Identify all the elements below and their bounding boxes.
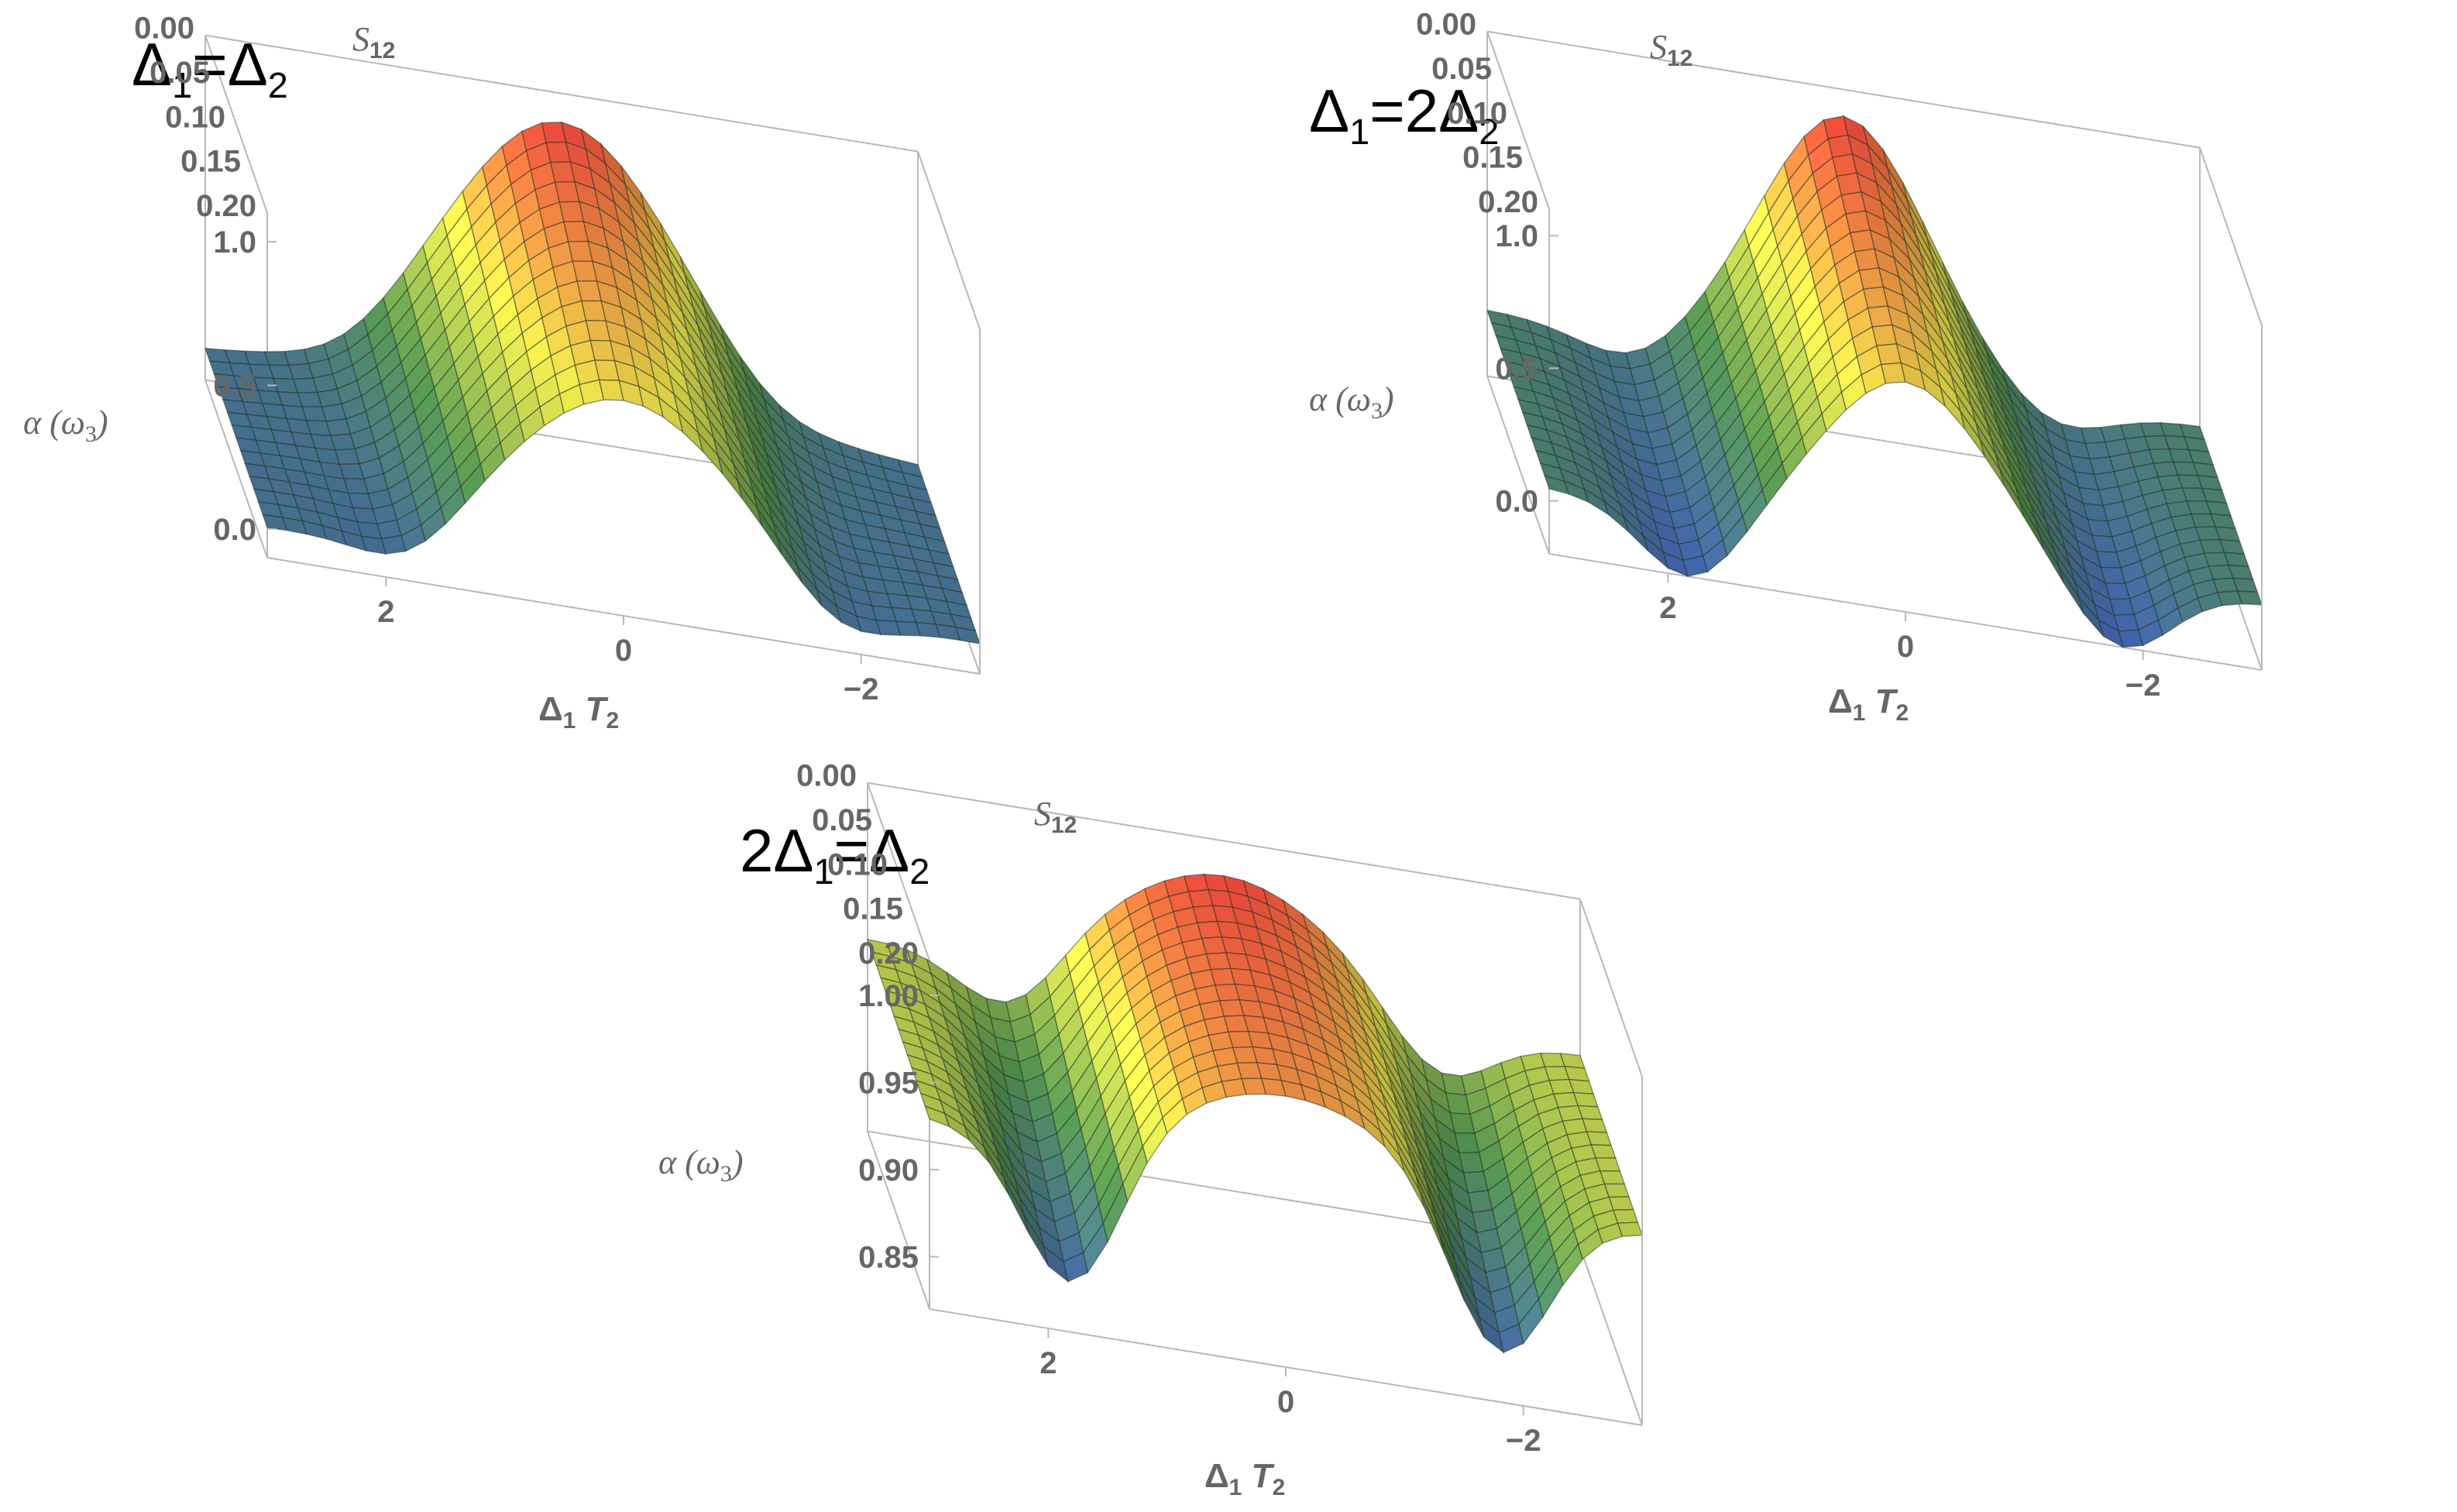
surface-facet <box>1603 1183 1630 1198</box>
chart-panel-3: 2Δ1=Δ2 2 0 −2 Δ1 T2 0.00 0.05 0.10 0.15 0.20 S12 1.… <box>658 759 1643 1500</box>
y-tick-label: 0.10 <box>165 100 225 134</box>
surface-facet <box>1613 1208 1639 1224</box>
y-tick-label: 0.00 <box>796 759 857 793</box>
y-tick-label: 0.15 <box>843 892 903 926</box>
y-tick-label: 0.20 <box>196 189 256 223</box>
y-tick-label: 0.00 <box>1416 8 1476 42</box>
x-tick-label: 2 <box>1659 591 1676 625</box>
y-tick-label: 0.15 <box>1462 141 1523 175</box>
y-tick-label: 0.15 <box>180 145 241 179</box>
y-tick-label: 0.10 <box>1447 96 1507 130</box>
y-axis-label: S12 <box>1034 795 1077 838</box>
y-tick-label: 0.00 <box>134 12 194 46</box>
y-tick-label: 0.20 <box>1478 185 1538 219</box>
z-tick-label: 1.0 <box>1495 219 1538 253</box>
surface-facet <box>1568 1078 1595 1095</box>
y-tick-label: 0.05 <box>149 56 210 90</box>
x-tick-label: −2 <box>1506 1424 1541 1458</box>
surface-facet <box>1608 1196 1634 1211</box>
y-axis-label: S12 <box>352 20 395 64</box>
surface-facet <box>1582 1118 1608 1133</box>
surface-facet <box>1572 1091 1599 1108</box>
z-tick-label: 0.95 <box>858 1067 919 1101</box>
surface-facet <box>2218 538 2246 555</box>
z-tick-label: 0.85 <box>858 1241 919 1275</box>
z-tick-label: 0.5 <box>1495 352 1538 386</box>
x-axis-label: Δ1 T2 <box>1204 1457 1285 1500</box>
axis-box-edge <box>867 1131 930 1310</box>
surface-facet <box>1595 1157 1621 1172</box>
panel-title: Δ1=Δ2 <box>132 30 288 105</box>
x-tick-label: 0 <box>615 634 632 668</box>
z-axis-label: α (ω3) <box>1309 380 1393 424</box>
x-axis-label: Δ1 T2 <box>538 690 619 734</box>
axis-box-edge <box>204 380 268 558</box>
surface-facet <box>1599 1170 1626 1185</box>
z-tick-label: 0.5 <box>213 369 256 404</box>
axis-box-edge <box>867 782 930 961</box>
y-tick-label: 0.05 <box>1431 52 1492 86</box>
axis-box-edge <box>204 34 919 153</box>
surface-mesh <box>204 121 981 644</box>
axis-box-edge <box>867 782 1581 900</box>
panel-title: 2Δ1=Δ2 <box>740 816 930 892</box>
axis-box-edge <box>2199 147 2263 326</box>
z-tick-label: 1.0 <box>213 225 256 259</box>
z-tick-label: 0.90 <box>858 1153 919 1187</box>
axis-box-edge <box>1486 31 1550 210</box>
y-axis-label: S12 <box>1650 28 1692 71</box>
surface-facet <box>2228 565 2254 580</box>
surface-facet <box>2236 590 2263 606</box>
z-axis-label: α (ω3) <box>23 404 108 447</box>
surface-facet <box>1617 1222 1643 1237</box>
x-tick-label: −2 <box>2125 668 2161 703</box>
z-tick-label: 0.0 <box>1495 485 1538 519</box>
surface-facet <box>1590 1144 1617 1159</box>
axis-box-edge <box>204 35 268 214</box>
axis-box-edge <box>917 151 981 330</box>
surface-mesh <box>1486 115 2263 648</box>
surface-facet <box>1577 1105 1603 1121</box>
chart-panel-2: Δ1=2Δ2 2 0 −2 Δ1 T2 0.00 0.05 0.10 0.15 0.20 S12 1.… <box>1309 8 2263 726</box>
x-tick-label: 0 <box>1277 1385 1294 1419</box>
x-tick-label: 2 <box>377 595 394 629</box>
y-tick-label: 0.05 <box>812 803 872 837</box>
surface-facet <box>1586 1131 1612 1146</box>
x-tick-label: −2 <box>844 672 879 706</box>
surface-facet <box>954 627 981 644</box>
z-tick-label: 1.00 <box>858 979 919 1013</box>
z-axis-label: α (ω3) <box>658 1143 743 1187</box>
axis-box-edge <box>1486 30 2201 149</box>
x-tick-label: 2 <box>1040 1346 1057 1380</box>
chart-panel-1: Δ1=Δ2 2 0 −2 Δ1 T2 0.00 0.05 0.10 0.15 0.20 S12 1.0… <box>23 12 981 734</box>
panel-title: Δ1=2Δ2 <box>1309 77 1499 152</box>
axis-box-edge <box>1486 376 1550 555</box>
z-tick-label: 0.0 <box>213 513 256 547</box>
axis-box-edge <box>1579 899 1643 1077</box>
y-tick-label: 0.10 <box>827 847 888 881</box>
surface-facet <box>2232 577 2259 593</box>
y-tick-label: 0.20 <box>858 936 919 971</box>
x-axis-label: Δ1 T2 <box>1828 682 1909 726</box>
x-tick-label: 0 <box>1897 630 1914 664</box>
surface-mesh <box>866 873 1643 1354</box>
surface-facet <box>2223 552 2249 568</box>
axis-box-edge <box>1579 1247 1643 1426</box>
